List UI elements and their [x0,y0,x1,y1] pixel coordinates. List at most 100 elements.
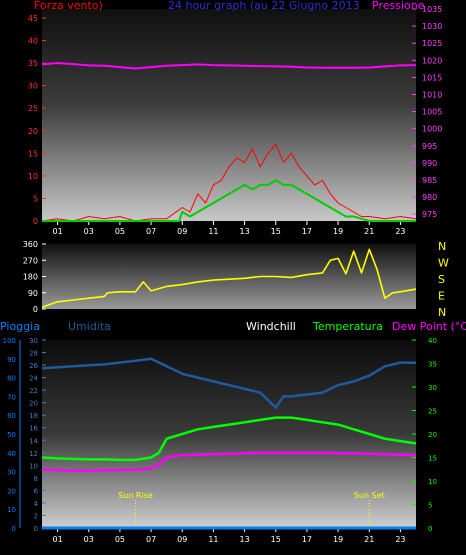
umidita-y-tick-label: 28 [29,350,38,358]
wind-y-tick-label: 30 [28,82,38,91]
direction-y-tick-label: 180 [23,273,38,282]
pressure-y-tick-label: 1000 [422,125,442,134]
x-tick-label: 09 [177,535,187,544]
x-tick-label: 07 [146,227,156,236]
x-tick-label: 13 [239,227,249,236]
pioggia-label: Pioggia [0,320,40,333]
humidity-line [41,357,416,409]
x-tick-label: 17 [302,535,312,544]
x-tick-label: 23 [395,227,405,236]
wind-y-tick-label: 20 [28,127,38,136]
pioggia-y-tick-label: 10 [7,506,16,514]
temperature-y-tick-label: 15 [428,455,437,463]
x-tick-label: 07 [146,535,156,544]
umidita-y-tick-label: 24 [29,375,38,383]
pioggia-y-tick-label: 70 [7,393,16,401]
direction-y-tick-label: 90 [28,289,38,298]
umidita-y-tick-label: 10 [29,462,38,470]
x-tick-label: 11 [208,227,218,236]
temperatura-label: Temperatura [313,320,383,333]
x-tick-label: 01 [52,227,62,236]
temperature-y-tick-label: 35 [428,361,437,369]
x-tick-label: 23 [395,535,405,544]
umidita-y-tick-label: 14 [29,437,38,445]
wind-y-tick-label: 0 [33,217,38,226]
wind-y-tick-label: 10 [28,172,38,181]
pioggia-y-tick-label: 0 [12,525,16,533]
pioggia-y-tick-label: 20 [7,487,16,495]
x-tick-label: 21 [364,535,374,544]
compass-letter: N [438,306,446,319]
x-tick-label: 13 [239,535,249,544]
panel-1-bg [42,9,416,221]
pressure-y-tick-label: 1005 [422,108,442,117]
pioggia-y-tick-label: 90 [7,356,16,364]
wind-direction-line [41,248,417,308]
sun-event-label: Sun Set [354,491,385,500]
pressure-y-tick-label: 995 [422,142,437,151]
wind-y-tick-label: 15 [28,149,38,158]
temperature-line [41,416,417,462]
temperature-y-tick-label: 10 [428,478,437,486]
umidita-label: Umidita [68,320,111,333]
pressure-y-tick-label: 1010 [422,90,442,99]
dewpoint-label: Dew Point (°C) [392,320,466,333]
pioggia-y-tick-label: 100 [3,337,16,345]
temperature-y-tick-label: 40 [428,337,437,345]
wind-y-tick-label: 5 [33,194,38,203]
pressure-y-tick-label: 1015 [422,73,442,82]
umidita-y-tick-label: 8 [34,475,38,483]
x-tick-label: 01 [52,535,62,544]
x-tick-label: 09 [177,227,187,236]
temperature-y-tick-label: 0 [428,525,432,533]
pressure-y-tick-label: 980 [422,193,437,202]
direction-y-tick-label: 360 [23,240,38,249]
umidita-y-tick-label: 12 [29,450,38,458]
pressure-y-tick-label: 975 [422,210,437,219]
panel-2-bg [42,244,416,309]
wind-y-tick-label: 25 [28,104,38,113]
x-tick-label: 15 [271,227,281,236]
pioggia-y-tick-label: 80 [7,375,16,383]
pioggia-y-tick-label: 30 [7,469,16,477]
pressure-line [41,62,417,70]
umidita-y-tick-label: 2 [34,512,38,520]
pressure-y-tick-label: 1035 [422,5,442,14]
x-tick-label: 17 [302,227,312,236]
direction-y-tick-label: 0 [33,305,38,314]
pressure-y-tick-label: 985 [422,176,437,185]
umidita-y-tick-label: 6 [34,487,39,495]
pioggia-y-tick-label: 40 [7,450,16,458]
x-tick-label: 19 [333,535,343,544]
pressure-y-tick-label: 1020 [422,56,442,65]
gust-line [42,179,416,222]
wind-y-tick-label: 35 [28,59,38,68]
umidita-y-tick-label: 20 [29,400,38,408]
wind-y-tick-label: 45 [28,14,38,23]
dewpoint-line [41,451,417,472]
temperature-y-tick-label: 30 [428,384,437,392]
compass-letter: E [438,290,445,303]
compass-letter: N [438,240,446,253]
x-tick-label: 19 [333,227,343,236]
panel-3-bg [42,340,416,528]
pioggia-y-tick-label: 50 [7,431,16,439]
umidita-y-tick-label: 16 [29,425,38,433]
temperature-y-tick-label: 20 [428,431,437,439]
wind-y-tick-label: 40 [28,37,38,46]
x-tick-label: 15 [271,535,281,544]
temperature-y-tick-label: 25 [428,408,437,416]
x-tick-label: 11 [208,535,218,544]
x-tick-label: 05 [115,535,125,544]
pressure-y-tick-label: 990 [422,159,437,168]
wind-axis-label: Forza vento) [34,0,103,12]
x-tick-label: 03 [84,227,94,236]
chart-title: 24 hour graph (au 22 Giugno 2013 [168,0,360,12]
compass-letter: W [438,257,449,270]
umidita-y-tick-label: 30 [29,337,38,345]
pressure-y-tick-label: 1030 [422,22,442,31]
pressure-y-tick-label: 1025 [422,39,442,48]
x-tick-label: 21 [364,227,374,236]
